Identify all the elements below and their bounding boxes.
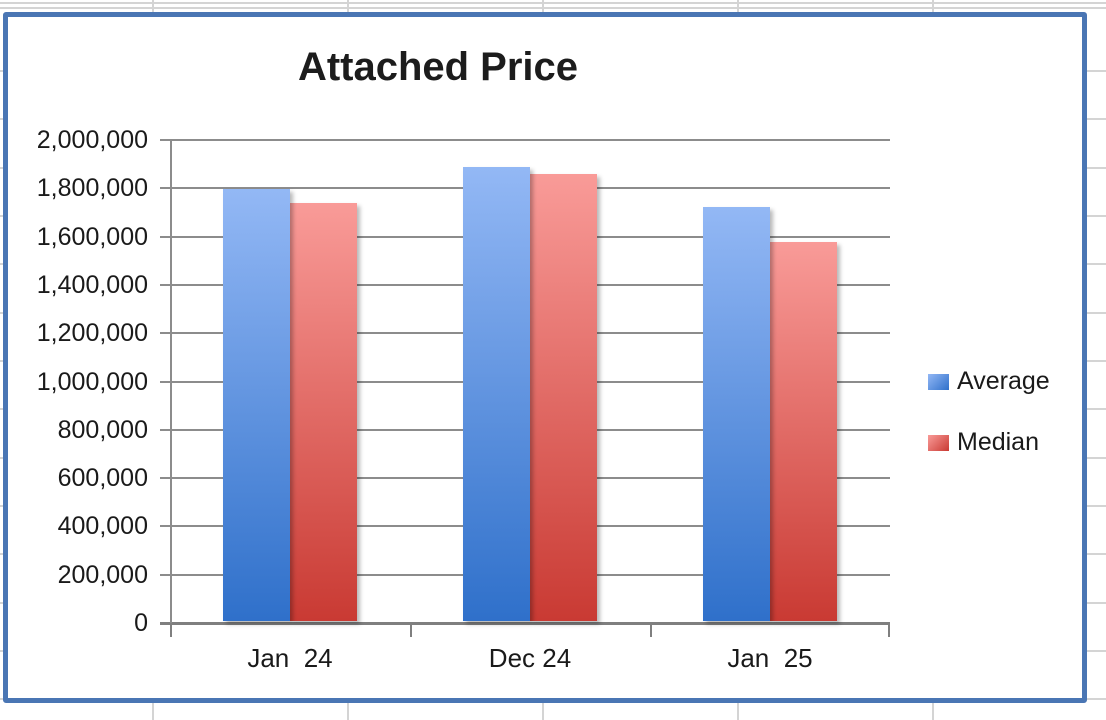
x-axis-tick xyxy=(170,623,172,637)
x-axis-tick xyxy=(888,623,890,637)
chart-title: Attached Price xyxy=(297,45,579,89)
bar-median-jan-24 xyxy=(290,203,357,621)
sheet-row-gridline xyxy=(0,7,1106,9)
y-axis-tick-label: 2,000,000 xyxy=(36,126,148,154)
chart-frame[interactable]: Attached Price 2,000,000 1,800,000 1,600,0… xyxy=(3,12,1087,703)
bar-median-dec-24 xyxy=(530,174,597,621)
plot-area: 2,000,000 1,800,000 1,600,000 1,400,000 1,20… xyxy=(37,126,890,673)
x-axis-category-label: Jan 24 xyxy=(247,643,333,673)
y-axis-tick-label: 400,000 xyxy=(57,512,148,541)
bar-median-jan-25 xyxy=(770,242,837,621)
legend: Average Median xyxy=(928,367,1050,457)
bar-average-jan-24 xyxy=(223,189,290,621)
x-axis-category-label: Jan 25 xyxy=(727,643,813,673)
legend-item-median: Median xyxy=(928,428,1050,457)
x-axis-tick xyxy=(410,623,412,637)
x-axis-category-label: Dec 24 xyxy=(488,643,572,673)
sheet-row-gridline xyxy=(0,2,1106,4)
x-axis-line xyxy=(160,622,890,625)
y-axis-tick-label: 600,000 xyxy=(57,464,148,493)
y-axis-tick-label: 0 xyxy=(134,609,148,637)
y-axis-tick-label: 1,000,000 xyxy=(36,367,148,396)
bar-average-dec-24 xyxy=(463,167,530,621)
x-axis-tick xyxy=(650,623,652,637)
legend-swatch-median-icon xyxy=(928,434,949,451)
y-axis-tick-label: 1,800,000 xyxy=(36,174,148,203)
y-axis-tick-label: 1,600,000 xyxy=(36,222,148,251)
legend-item-average: Average xyxy=(928,367,1050,396)
legend-label-average: Average xyxy=(957,367,1050,395)
legend-swatch-average-icon xyxy=(928,373,949,390)
y-axis-tick-label: 1,400,000 xyxy=(36,270,148,299)
y-axis-line xyxy=(170,140,172,623)
bar-average-jan-25 xyxy=(703,207,770,621)
y-axis-tick-label: 200,000 xyxy=(57,560,148,589)
legend-label-median: Median xyxy=(957,428,1039,456)
y-axis-tick-label: 800,000 xyxy=(57,415,148,444)
y-axis-tick-label: 1,200,000 xyxy=(36,319,148,348)
plot-gridline xyxy=(160,139,890,141)
